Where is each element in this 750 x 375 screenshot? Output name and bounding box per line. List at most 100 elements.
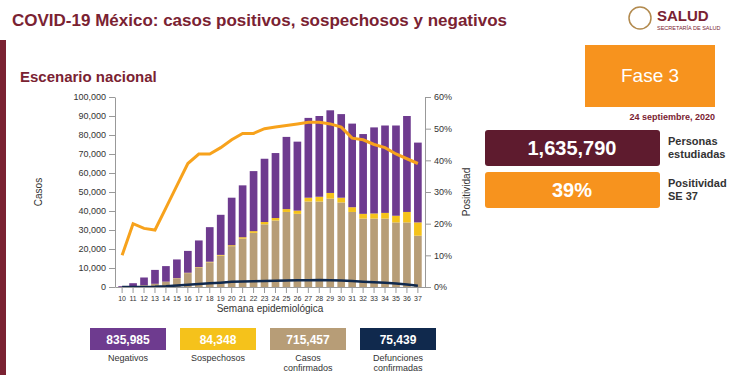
tick-mark xyxy=(154,287,155,293)
bar xyxy=(283,137,291,209)
tick: 30% xyxy=(425,187,452,197)
tick: 15 xyxy=(173,287,181,302)
legend-swatch xyxy=(360,328,436,350)
tick-label: 29 xyxy=(326,295,334,302)
bar xyxy=(272,221,280,288)
tick: 16 xyxy=(184,287,192,302)
bar xyxy=(250,233,258,287)
tick: 40% xyxy=(425,156,452,166)
tick-label: 11 xyxy=(129,295,136,302)
tick-mark xyxy=(406,287,407,293)
tick: 50,000 xyxy=(78,187,115,197)
tick-mark xyxy=(425,192,431,193)
bar xyxy=(151,270,159,284)
legend-total: 715,457 xyxy=(286,333,330,347)
bar xyxy=(370,127,378,213)
bar xyxy=(403,116,411,212)
tick: 18 xyxy=(206,287,214,302)
legend-swatch xyxy=(90,328,166,350)
bar xyxy=(283,209,291,212)
tick: 70,000 xyxy=(78,149,115,159)
bar xyxy=(305,118,313,198)
tick-label: 13 xyxy=(151,295,159,302)
bar xyxy=(326,193,334,199)
tick-mark xyxy=(297,287,298,293)
phase-box xyxy=(585,45,715,107)
bar xyxy=(294,214,302,287)
stat-caption: Personasestudiadas xyxy=(668,135,725,160)
chart-root: COVID-19 México: casos positivos, sospec… xyxy=(0,0,750,375)
bar xyxy=(359,134,367,214)
tick-label: 60% xyxy=(434,92,452,102)
bar xyxy=(294,211,302,214)
tick-label: 20,000 xyxy=(78,244,106,254)
tick-mark xyxy=(109,116,115,117)
tick: 10% xyxy=(425,251,452,261)
tick: 10 xyxy=(118,287,126,302)
tick-mark xyxy=(209,287,210,293)
bar xyxy=(239,239,247,287)
bar xyxy=(315,116,323,197)
bar xyxy=(414,143,422,223)
tick: 29 xyxy=(326,287,334,302)
tick: 0% xyxy=(425,282,447,292)
tick: 28 xyxy=(315,287,323,302)
bar xyxy=(392,126,400,216)
tick-mark xyxy=(109,173,115,174)
tick: 60% xyxy=(425,92,452,102)
bar xyxy=(305,198,313,202)
phase-text: Fase 3 xyxy=(621,65,679,86)
tick: 10,000 xyxy=(78,263,115,273)
tick: 19 xyxy=(217,287,225,302)
tick-label: 19 xyxy=(217,295,225,302)
bar xyxy=(392,222,400,287)
bar xyxy=(337,198,345,203)
bar xyxy=(272,218,280,220)
tick-mark xyxy=(253,287,254,293)
tick-mark xyxy=(425,129,431,130)
tick-label: 31 xyxy=(348,295,356,302)
tick-mark xyxy=(109,97,115,98)
tick-label: 10,000 xyxy=(78,263,106,273)
tick-mark xyxy=(109,287,115,288)
bar xyxy=(337,202,345,287)
tick-mark xyxy=(122,287,123,293)
tick: 24 xyxy=(272,287,280,302)
tick-mark xyxy=(374,287,375,293)
tick-mark xyxy=(264,287,265,293)
legend-swatch xyxy=(180,328,256,350)
x-axis-title: Semana epidemiológica xyxy=(217,303,324,314)
tick-label: 32 xyxy=(359,295,367,302)
bar xyxy=(173,259,181,278)
tick: 25 xyxy=(283,287,291,302)
tick-mark xyxy=(330,287,331,293)
x-axis: 1011121314151617181920212223242526272829… xyxy=(116,287,426,302)
tick: 27 xyxy=(304,287,312,302)
tick: 31 xyxy=(348,287,356,302)
stat-caption: PositividadSE 37 xyxy=(668,177,727,202)
bar xyxy=(206,227,214,262)
tick-mark xyxy=(425,255,431,256)
tick-mark xyxy=(187,287,188,293)
tick: 33 xyxy=(370,287,378,302)
tick-label: 0% xyxy=(434,282,447,292)
tick: 30,000 xyxy=(78,225,115,235)
tick-mark xyxy=(198,287,199,293)
tick-mark xyxy=(425,287,431,288)
plot-area xyxy=(118,110,421,287)
tick-mark xyxy=(109,268,115,269)
tick: 20% xyxy=(425,219,452,229)
bar xyxy=(414,222,422,235)
stat-value: 39% xyxy=(552,179,592,201)
tick: 17 xyxy=(195,287,203,302)
tick-label: 10 xyxy=(118,295,126,302)
tick: 32 xyxy=(359,287,367,302)
bar xyxy=(370,213,378,218)
tick: 12 xyxy=(140,287,148,302)
stat-value: 1,635,790 xyxy=(528,137,617,159)
tick-label: 37 xyxy=(414,295,422,302)
tick: 20 xyxy=(228,287,236,302)
logo-emblem xyxy=(629,7,651,29)
axis-line xyxy=(116,287,426,288)
tick-mark xyxy=(286,287,287,293)
